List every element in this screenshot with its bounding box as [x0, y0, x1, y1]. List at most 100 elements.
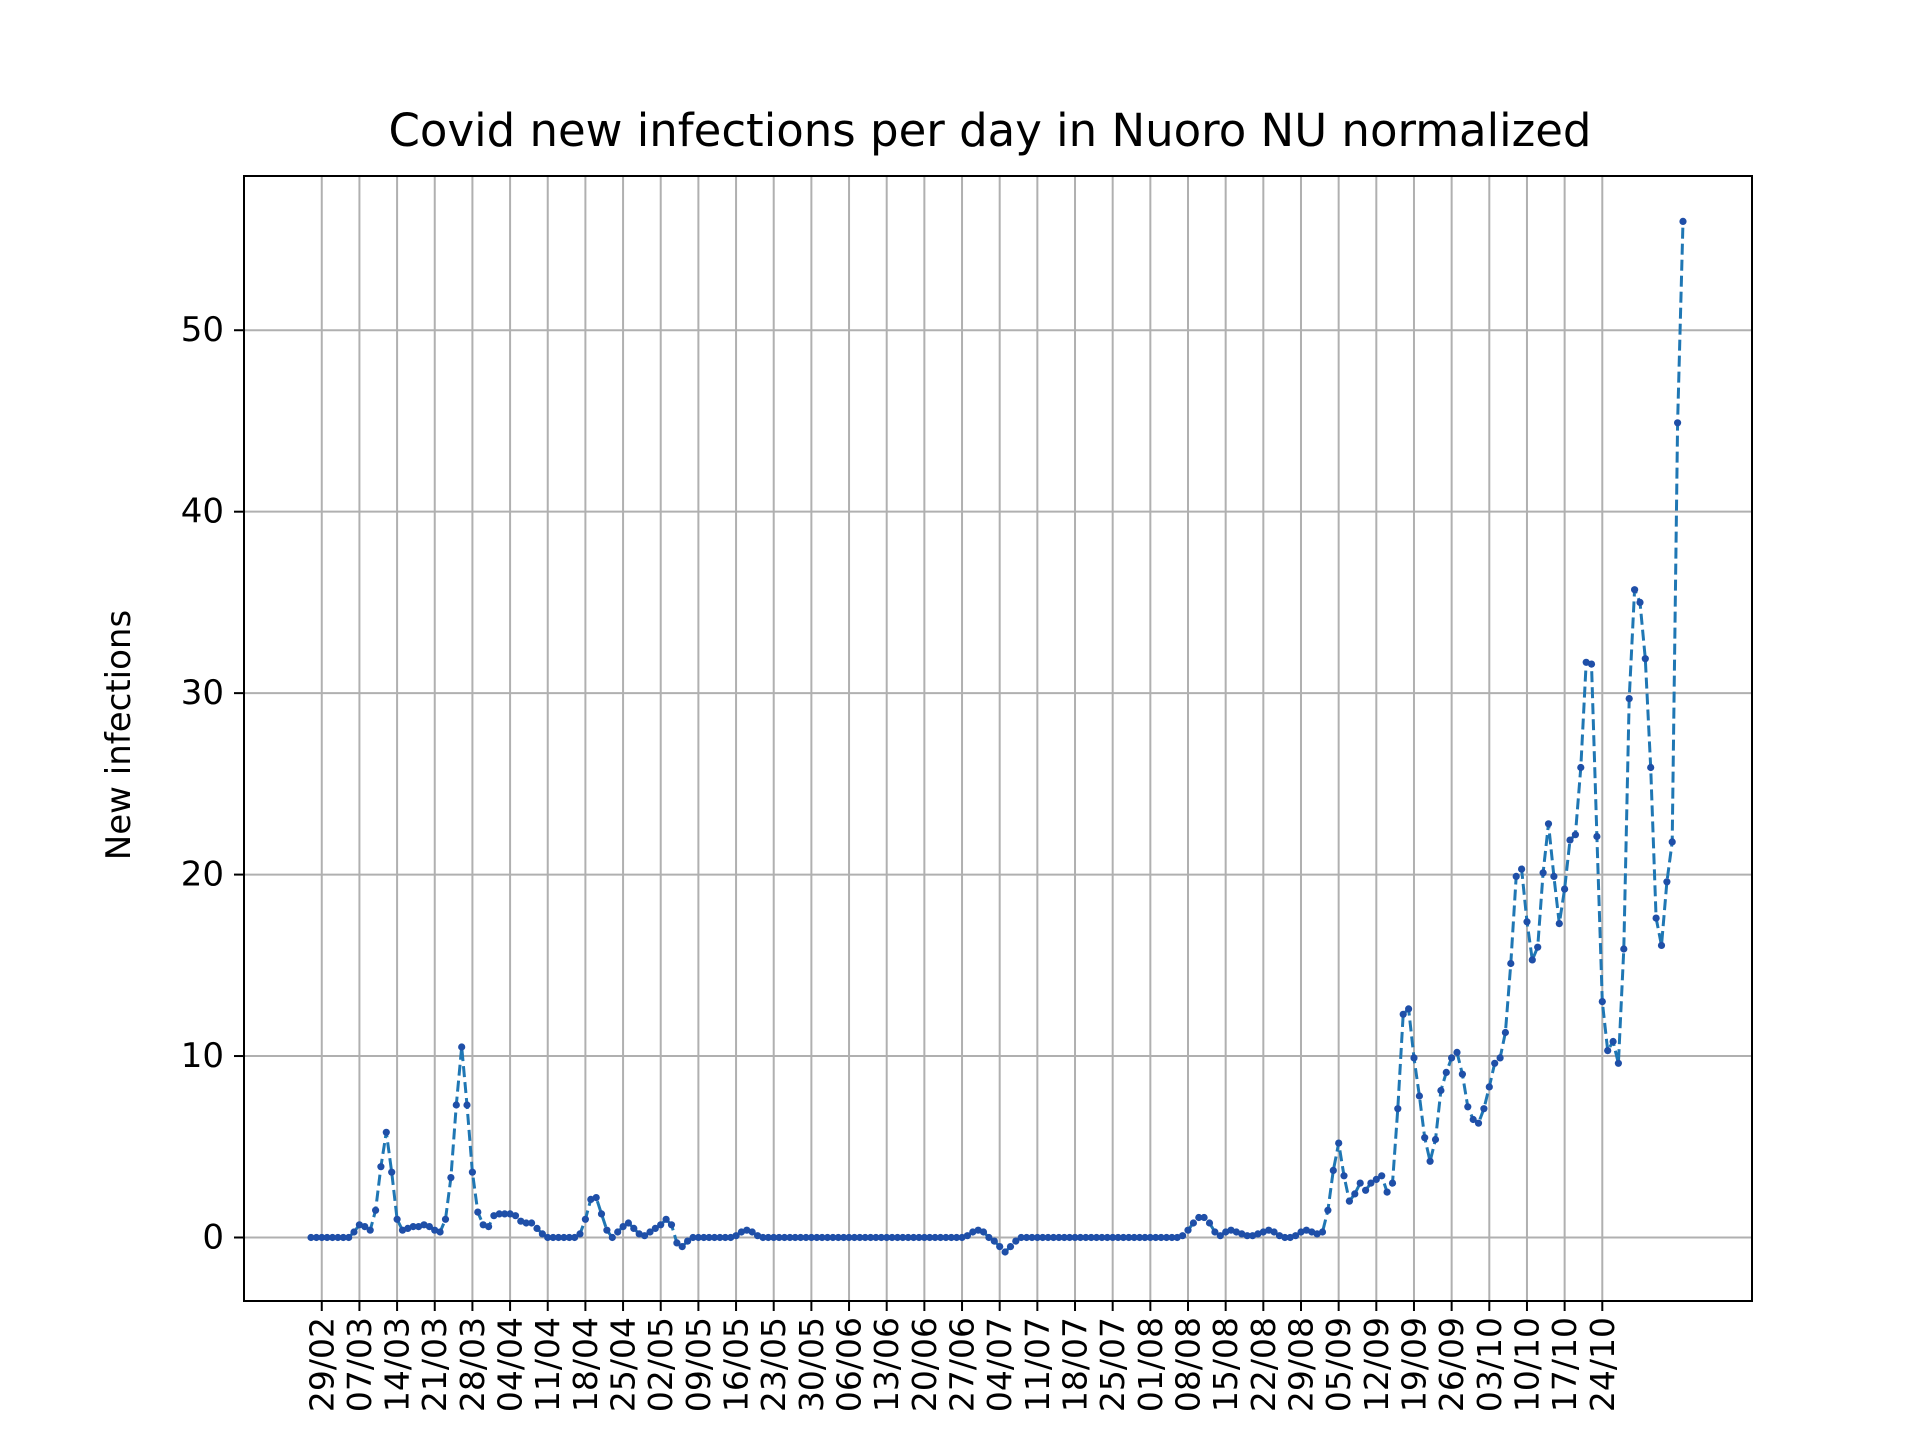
x-tick-label: 02/05 — [641, 1317, 680, 1412]
data-point — [425, 1223, 433, 1231]
data-point — [651, 1224, 659, 1232]
data-point — [1292, 1232, 1300, 1240]
data-point — [1044, 1233, 1052, 1242]
data-point — [834, 1233, 842, 1242]
data-point — [1162, 1233, 1171, 1242]
data-point — [1060, 1233, 1068, 1242]
data-point — [1512, 872, 1520, 881]
x-tick-label: 01/08 — [1131, 1317, 1170, 1412]
x-tick-label: 29/02 — [302, 1317, 341, 1412]
data-point — [522, 1219, 530, 1227]
data-point — [468, 1168, 476, 1176]
data-point — [1189, 1219, 1197, 1227]
data-point — [1561, 885, 1569, 893]
data-point — [511, 1212, 520, 1220]
data-point — [549, 1233, 557, 1242]
data-point — [1200, 1213, 1208, 1222]
data-point — [1550, 872, 1558, 881]
data-point — [528, 1219, 536, 1227]
x-tick-label: 08/08 — [1169, 1317, 1208, 1412]
data-point — [673, 1239, 681, 1247]
data-point — [646, 1228, 654, 1236]
data-point — [856, 1233, 864, 1242]
data-point — [1448, 1054, 1456, 1062]
data-point — [382, 1128, 390, 1136]
data-point — [1410, 1054, 1418, 1062]
y-tick-label: 30 — [181, 673, 224, 713]
data-point — [893, 1233, 902, 1242]
data-point — [1453, 1048, 1461, 1056]
data-point — [1119, 1233, 1127, 1242]
data-point — [979, 1228, 988, 1236]
data-point — [345, 1233, 353, 1242]
data-point — [1318, 1228, 1327, 1236]
data-point — [807, 1233, 816, 1242]
data-point — [1125, 1233, 1133, 1242]
data-point — [1566, 836, 1574, 844]
data-point — [1168, 1233, 1176, 1242]
data-point — [770, 1233, 778, 1242]
data-point — [614, 1228, 622, 1236]
data-point — [764, 1233, 772, 1242]
data-point — [479, 1221, 487, 1229]
data-point — [1378, 1172, 1386, 1180]
data-point — [1001, 1248, 1009, 1256]
data-point — [1598, 998, 1606, 1006]
data-point — [1184, 1226, 1192, 1234]
data-point — [1501, 1028, 1509, 1037]
data-point — [1039, 1233, 1047, 1242]
data-point — [1076, 1233, 1084, 1242]
x-tick-label: 17/10 — [1545, 1317, 1584, 1412]
data-point — [1593, 832, 1601, 841]
data-point — [1609, 1037, 1617, 1046]
data-point — [571, 1233, 579, 1242]
data-point — [501, 1210, 509, 1218]
data-point — [420, 1221, 428, 1229]
data-point — [1302, 1226, 1310, 1234]
data-point — [1114, 1233, 1122, 1242]
x-tick-label: 25/07 — [1093, 1317, 1132, 1412]
data-point — [845, 1233, 853, 1242]
data-point — [1636, 598, 1644, 607]
data-point — [850, 1233, 859, 1242]
data-point — [1254, 1230, 1262, 1238]
data-point — [597, 1210, 606, 1218]
data-point — [716, 1233, 724, 1242]
x-tick-label: 25/04 — [604, 1317, 643, 1412]
data-point — [1006, 1243, 1015, 1251]
data-point — [1458, 1070, 1466, 1078]
data-point — [1087, 1233, 1095, 1242]
data-point — [447, 1174, 455, 1182]
data-point — [899, 1233, 907, 1242]
data-point — [1647, 763, 1655, 772]
data-point — [1023, 1233, 1031, 1242]
data-point — [1388, 1179, 1397, 1187]
x-tick-label: 10/10 — [1507, 1317, 1546, 1412]
data-point — [409, 1223, 417, 1231]
data-point — [872, 1233, 880, 1242]
data-point — [1179, 1232, 1187, 1240]
data-point — [1372, 1175, 1380, 1183]
data-point — [1103, 1233, 1111, 1242]
data-point — [1130, 1233, 1138, 1242]
x-tick-label: 18/07 — [1056, 1317, 1095, 1412]
data-point — [1071, 1233, 1079, 1242]
data-point — [861, 1233, 869, 1242]
data-point — [1033, 1233, 1041, 1242]
data-point — [1620, 945, 1628, 953]
data-point — [1604, 1047, 1612, 1055]
data-point — [1017, 1233, 1025, 1242]
data-point — [1356, 1179, 1364, 1187]
data-point — [1415, 1092, 1423, 1100]
data-point — [910, 1233, 918, 1242]
data-point — [554, 1233, 563, 1242]
data-point — [1679, 217, 1687, 225]
y-axis-label: New infections — [99, 610, 139, 860]
data-point — [560, 1233, 568, 1242]
x-tick-label: 03/10 — [1470, 1317, 1509, 1412]
data-point — [936, 1233, 945, 1242]
data-point — [904, 1233, 912, 1242]
data-point — [1431, 1135, 1440, 1144]
data-point — [1507, 959, 1515, 968]
